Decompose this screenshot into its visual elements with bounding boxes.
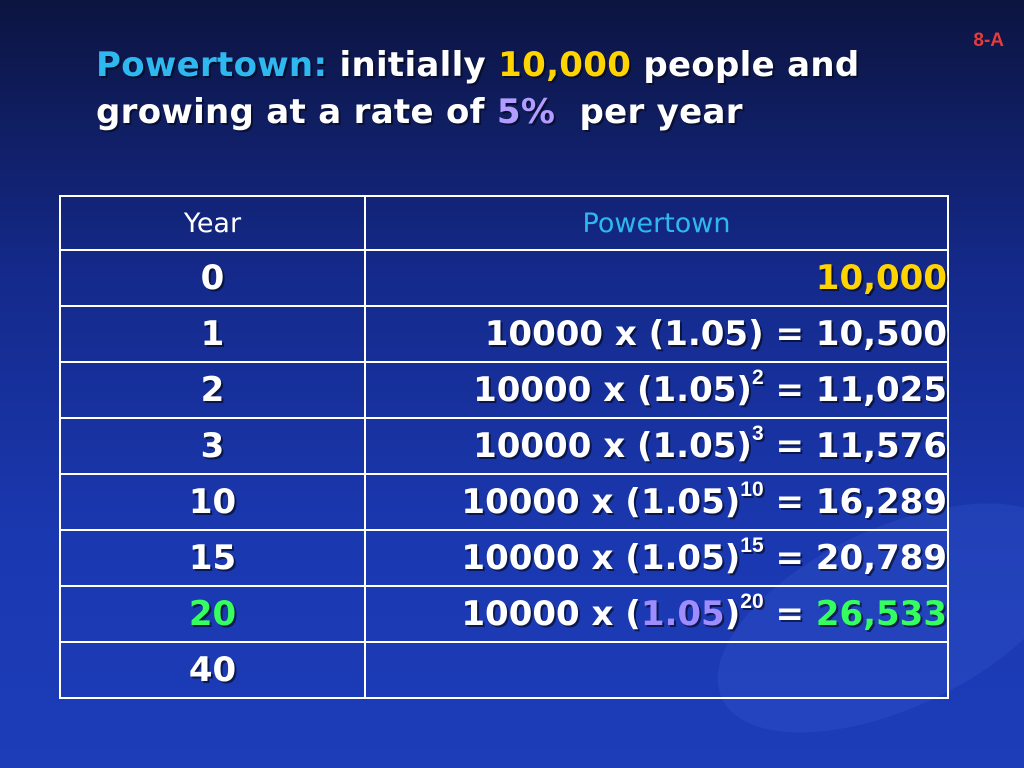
title-town: Powertown: — [96, 45, 328, 85]
table-row: 1 10000 x (1.05) = 10,500 — [59, 305, 949, 363]
table-row: 20 10000 x (1.05)20 = 26,533 — [59, 585, 949, 643]
table-row: 3 10000 x (1.05)3 = 11,576 — [59, 417, 949, 475]
slide-title: Powertown: initially 10,000 people and g… — [96, 42, 916, 136]
formula-text: 10000 x (1.05) = — [484, 314, 816, 354]
exponent: 20 — [740, 590, 764, 613]
calc-cell: 10000 x (1.05)3 = 11,576 — [364, 417, 949, 475]
result-value: 10,000 — [815, 258, 947, 298]
slide-id: 8-A — [973, 30, 1004, 51]
calc-cell: 10000 x (1.05)15 = 20,789 — [364, 529, 949, 587]
equals-sign: = — [763, 594, 816, 634]
calc-cell-empty — [364, 641, 949, 699]
table-header-row: Year Powertown — [59, 195, 949, 251]
formula-text: 10000 x ( — [461, 594, 641, 634]
result-value: 10,500 — [815, 314, 947, 354]
title-part2: people and — [643, 45, 860, 85]
result-value: 20,789 — [815, 538, 947, 578]
result-value: 11,025 — [815, 370, 947, 410]
title-population: 10,000 — [498, 45, 632, 85]
calc-cell: 10,000 — [364, 249, 949, 307]
exponent: 2 — [751, 366, 764, 389]
formula-text: 10000 x (1.05) — [461, 538, 741, 578]
result-value: 16,289 — [815, 482, 947, 522]
table-row: 10 10000 x (1.05)10 = 16,289 — [59, 473, 949, 531]
table-row: 40 — [59, 641, 949, 699]
calc-cell: 10000 x (1.05)20 = 26,533 — [364, 585, 949, 643]
title-part1: initially — [339, 45, 487, 85]
year-cell: 1 — [59, 305, 366, 363]
growth-table: Year Powertown 0 10,000 1 10000 x (1.05)… — [59, 195, 949, 699]
year-cell: 20 — [59, 585, 366, 643]
formula-text: 10000 x (1.05) — [473, 426, 752, 466]
equals-sign: = — [763, 482, 816, 522]
title-part4: per year — [579, 92, 743, 132]
year-cell: 15 — [59, 529, 366, 587]
title-part3: growing at a rate of — [96, 92, 485, 132]
equals-sign: = — [763, 370, 816, 410]
year-cell: 0 — [59, 249, 366, 307]
calc-cell: 10000 x (1.05)2 = 11,025 — [364, 361, 949, 419]
growth-factor: 1.05 — [640, 594, 725, 634]
equals-sign: = — [763, 426, 816, 466]
exponent: 15 — [740, 534, 764, 557]
header-powertown: Powertown — [364, 195, 949, 251]
exponent: 10 — [740, 478, 764, 501]
result-value: 26,533 — [815, 594, 947, 634]
equals-sign: = — [763, 538, 816, 578]
table-row: 15 10000 x (1.05)15 = 20,789 — [59, 529, 949, 587]
year-cell: 10 — [59, 473, 366, 531]
result-value: 11,576 — [815, 426, 947, 466]
header-year: Year — [59, 195, 366, 251]
exponent: 3 — [751, 422, 764, 445]
table-row: 2 10000 x (1.05)2 = 11,025 — [59, 361, 949, 419]
close-paren: ) — [724, 594, 741, 634]
formula-text: 10000 x (1.05) — [461, 482, 741, 522]
formula-text: 10000 x (1.05) — [473, 370, 752, 410]
year-cell: 40 — [59, 641, 366, 699]
table-row: 0 10,000 — [59, 249, 949, 307]
calc-cell: 10000 x (1.05)10 = 16,289 — [364, 473, 949, 531]
year-cell: 3 — [59, 417, 366, 475]
title-rate: 5% — [496, 92, 556, 132]
year-cell: 2 — [59, 361, 366, 419]
calc-cell: 10000 x (1.05) = 10,500 — [364, 305, 949, 363]
